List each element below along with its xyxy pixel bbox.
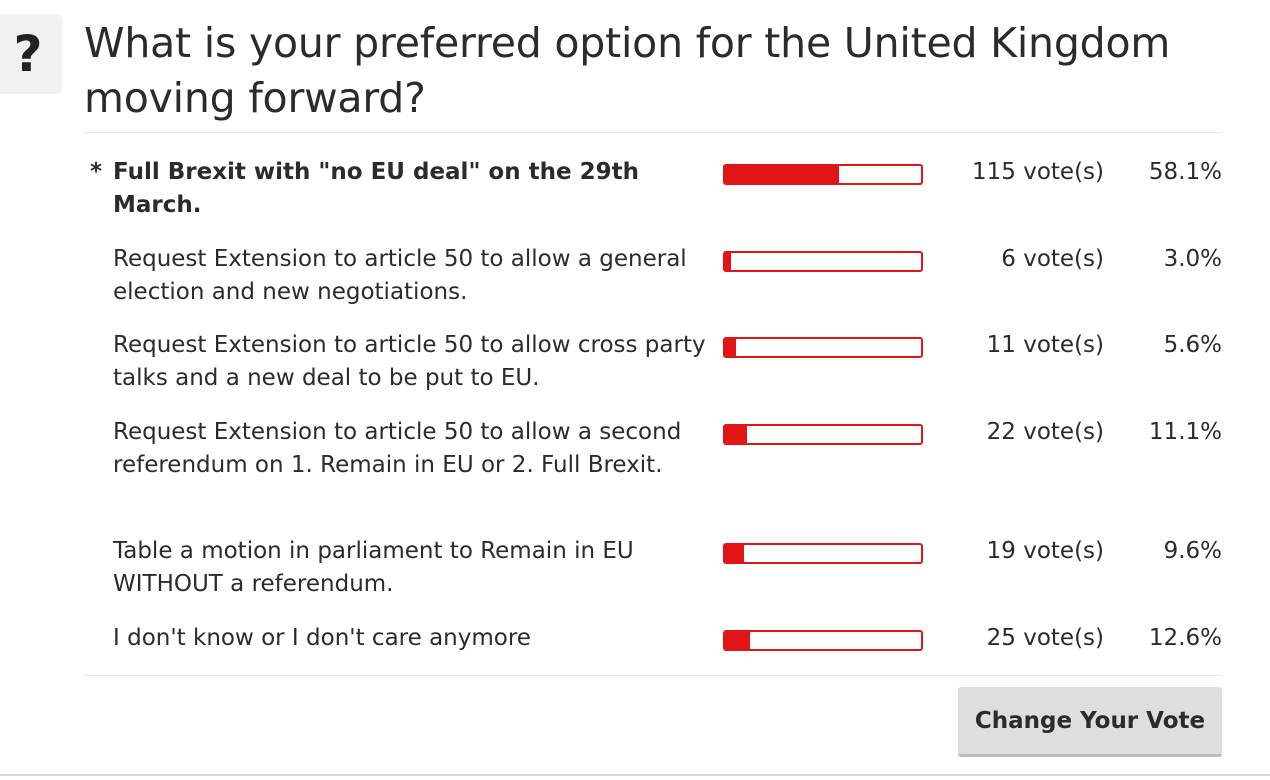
divider	[0, 774, 1270, 776]
poll-option-row: * Full Brexit with "no EU deal" on the 29…	[84, 156, 1222, 243]
vote-percentage-bar-fill	[725, 339, 736, 356]
vote-count: 6 vote(s)	[1001, 246, 1104, 272]
question-mark-icon: ?	[0, 14, 62, 94]
vote-percentage-bar-fill	[725, 166, 839, 183]
vote-percentage: 12.6%	[1148, 625, 1222, 651]
poll-option-label: Request Extension to article 50 to allow…	[113, 246, 687, 305]
vote-percentage-bar-fill	[725, 632, 750, 649]
vote-percentage-bar	[723, 251, 923, 272]
vote-percentage-bar-fill	[725, 253, 731, 270]
poll-question: What is your preferred option for the Un…	[84, 19, 1171, 122]
vote-percentage-bar	[723, 424, 923, 445]
vote-percentage-bar	[723, 630, 923, 651]
vote-percentage-bar	[723, 543, 923, 564]
vote-percentage-bar-fill	[725, 426, 747, 443]
vote-percentage: 3.0%	[1163, 246, 1222, 272]
poll-option-row: Request Extension to article 50 to allow…	[84, 329, 1222, 416]
poll-option-label: Request Extension to article 50 to allow…	[113, 332, 706, 391]
poll-option-row: Table a motion in parliament to Remain i…	[84, 535, 1222, 622]
vote-percentage: 9.6%	[1163, 538, 1222, 564]
vote-percentage: 58.1%	[1148, 159, 1222, 185]
change-vote-button[interactable]: Change Your Vote	[958, 687, 1222, 757]
poll-results-list: * Full Brexit with "no EU deal" on the 29…	[84, 156, 1222, 672]
vote-percentage-bar-fill	[725, 545, 744, 562]
vote-percentage: 11.1%	[1148, 419, 1222, 445]
poll-option-label: Request Extension to article 50 to allow…	[113, 419, 682, 478]
vote-count: 115 vote(s)	[972, 159, 1104, 185]
poll-option-label: Table a motion in parliament to Remain i…	[113, 538, 634, 597]
poll-option-row: Request Extension to article 50 to allow…	[84, 243, 1222, 329]
poll-option-row: I don't know or I don't care anymore 25 v…	[84, 622, 1222, 672]
poll-option-label: Full Brexit with "no EU deal" on the 29t…	[113, 159, 639, 218]
poll-option-row: Request Extension to article 50 to allow…	[84, 416, 1222, 535]
vote-count: 25 vote(s)	[986, 625, 1104, 651]
vote-count: 22 vote(s)	[986, 419, 1104, 445]
vote-count: 19 vote(s)	[986, 538, 1104, 564]
vote-count: 11 vote(s)	[986, 332, 1104, 358]
divider	[84, 675, 1222, 676]
poll-option-label: I don't know or I don't care anymore	[113, 625, 531, 651]
vote-percentage-bar	[723, 337, 923, 358]
divider	[84, 132, 1222, 133]
vote-percentage: 5.6%	[1163, 332, 1222, 358]
selected-vote-marker: *	[90, 159, 103, 185]
vote-percentage-bar	[723, 164, 923, 185]
